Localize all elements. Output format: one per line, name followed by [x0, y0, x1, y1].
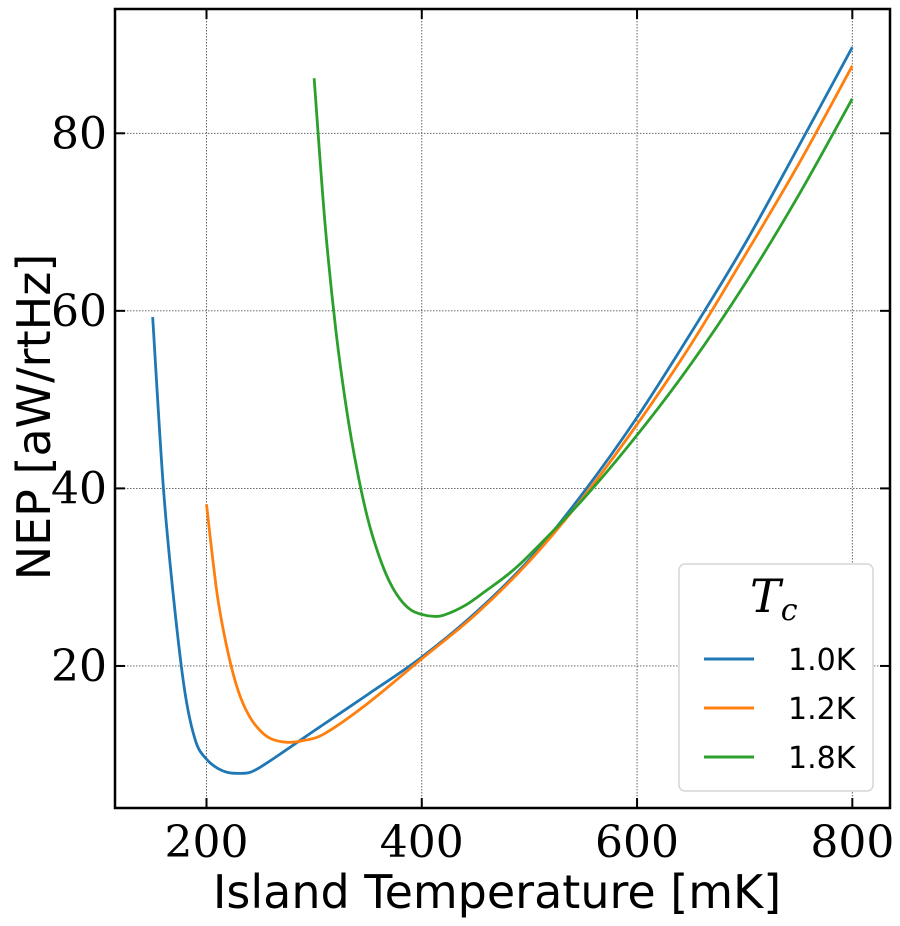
y-axis-title: NEP [aW/rtHz] — [7, 254, 61, 581]
series-line-3 — [312, 78, 854, 618]
x-tick-label: 600 — [595, 817, 679, 868]
y-tick-label: 60 — [51, 286, 107, 337]
x-tick-label: 800 — [810, 817, 894, 868]
legend-label-2: 1.2K — [788, 692, 857, 727]
legend: Tc 1.0K 1.2K 1.8K — [678, 563, 874, 792]
legend-title-sub: c — [781, 593, 798, 628]
grid-lines — [115, 9, 890, 808]
x-tick-label: 200 — [165, 817, 249, 868]
series-line-1 — [151, 46, 854, 775]
plot-frame — [113, 7, 892, 810]
y-tick-label: 80 — [51, 108, 107, 159]
legend-title: Tc — [750, 569, 798, 628]
legend-box — [678, 563, 874, 792]
legend-label-3: 1.8K — [788, 741, 857, 776]
axis-ticks — [115, 9, 890, 808]
x-axis-title: Island Temperature [mK] — [213, 865, 781, 919]
tick-labels: 200 400 600 800 20 40 60 80 — [51, 108, 894, 868]
y-tick-label: 20 — [51, 641, 107, 692]
y-tick-label: 40 — [51, 463, 107, 514]
series-line-2 — [205, 65, 854, 744]
legend-title-main: T — [750, 569, 784, 623]
series-lines — [151, 46, 854, 775]
x-tick-label: 400 — [380, 817, 464, 868]
legend-items: 1.0K 1.2K 1.8K — [704, 643, 857, 776]
legend-label-1: 1.0K — [788, 643, 857, 678]
